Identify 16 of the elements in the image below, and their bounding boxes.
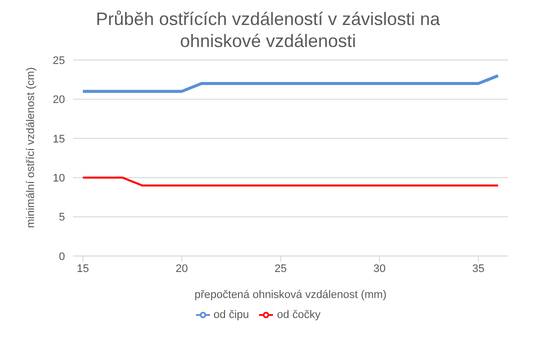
chart-title: Průběh ostřících vzdáleností v závislosti na ohniskové vzdálenosti <box>94 8 442 52</box>
x-axis-title: přepočtená ohnisková vzdálenost (mm) <box>194 289 386 301</box>
y-tick-label: 25 <box>52 54 65 67</box>
legend-label: od čipu <box>214 308 250 321</box>
y-axis-title: minimální ostřící vzdálenost (cm) <box>24 67 37 228</box>
x-tick-label: 15 <box>76 262 90 275</box>
x-tick-label: 25 <box>274 262 287 275</box>
x-tick-label: 20 <box>176 262 188 275</box>
y-tick-label: 20 <box>52 94 65 106</box>
y-tick-label: 5 <box>58 212 65 224</box>
x-tick-label: 35 <box>472 262 484 275</box>
x-tick-label: 30 <box>373 262 386 275</box>
legend-label: od čočky <box>277 308 320 321</box>
y-tick-label: 0 <box>58 250 65 263</box>
y-tick-label: 10 <box>52 172 65 185</box>
y-tick-label: 15 <box>52 133 65 146</box>
